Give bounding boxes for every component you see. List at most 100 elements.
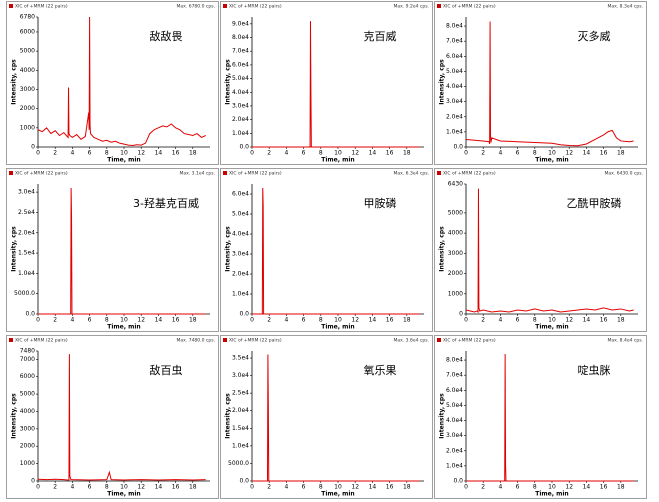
trace-line <box>252 21 420 148</box>
x-tick-label: 4 <box>284 484 288 491</box>
x-tick-label: 0 <box>250 317 254 324</box>
y-tick-label: 0.0 <box>239 311 249 318</box>
y-tick-label: 3000 <box>20 86 35 93</box>
y-tick-label: 2.0e4 <box>18 229 35 236</box>
header-icon <box>223 4 227 8</box>
x-tick-label: 12 <box>351 150 359 157</box>
x-tick-label: 16 <box>386 484 394 491</box>
x-tick-label: 10 <box>334 484 342 491</box>
y-tick-label: 6430 <box>448 181 463 188</box>
x-tick-label: 18 <box>403 484 411 491</box>
x-tick-label: 0 <box>250 484 254 491</box>
y-tick-label: 4.0e4 <box>446 417 463 424</box>
x-tick-label: 4 <box>70 150 74 157</box>
x-tick-label: 8 <box>533 484 537 491</box>
compound-name: 敌敌畏 <box>150 29 183 43</box>
panel-header: XIC of +MRM (22 pairs) <box>443 4 496 10</box>
x-tick-label: 16 <box>386 317 394 324</box>
y-tick-label: 6000 <box>20 373 35 380</box>
x-tick-label: 2 <box>53 484 57 491</box>
x-tick-label: 10 <box>334 150 342 157</box>
y-tick-label: 7.0e4 <box>232 48 249 55</box>
y-tick-label: 4000 <box>20 408 35 415</box>
panel-header: XIC of +MRM (22 pairs) <box>229 338 282 344</box>
trace-line <box>466 354 634 482</box>
x-axis-label: Time, min <box>107 157 140 164</box>
x-tick-label: 8 <box>319 150 323 157</box>
x-tick-label: 10 <box>548 150 556 157</box>
x-tick-label: 14 <box>155 317 163 324</box>
panel-header: XIC of +MRM (22 pairs) <box>15 4 68 10</box>
compound-name: 克百威 <box>364 30 397 43</box>
y-tick-label: 4.0e4 <box>232 231 249 238</box>
panel-frame <box>6 335 219 499</box>
y-tick-label: 0 <box>31 478 35 485</box>
x-tick-label: 14 <box>369 484 377 491</box>
x-tick-label: 12 <box>565 150 573 157</box>
max-label: Max. 3.6e4 cps. <box>394 338 430 344</box>
chart-panel: XIC of +MRM (22 pairs) Max. 8.3e4 cps. 0.0… <box>434 1 647 165</box>
panel-header: XIC of +MRM (22 pairs) <box>229 4 282 10</box>
y-tick-label: 1.5e4 <box>18 250 35 257</box>
max-label: Max. 8.3e4 cps. <box>608 4 644 10</box>
y-tick-label: 3.5e4 <box>232 355 249 362</box>
x-tick-label: 14 <box>155 484 163 491</box>
trace-line <box>37 16 206 146</box>
x-tick-label: 2 <box>267 317 271 324</box>
x-tick-label: 10 <box>120 484 128 491</box>
y-tick-label: 1000 <box>20 460 35 467</box>
chart-panel: XIC of +MRM (22 pairs) Max. 8.4e4 cps. 0.0… <box>434 335 647 499</box>
x-tick-label: 2 <box>267 484 271 491</box>
y-tick-label: 2.0e4 <box>232 116 249 123</box>
y-tick-label: 5000 <box>448 209 463 216</box>
x-tick-label: 6 <box>516 317 520 324</box>
y-axis-label: Intensity, cps <box>439 226 446 272</box>
y-tick-label: 4.0e4 <box>446 83 463 90</box>
y-tick-label: 8.0e4 <box>446 23 463 30</box>
x-axis-label: Time, min <box>535 324 568 331</box>
y-axis-label: Intensity, cps <box>11 226 18 272</box>
chart-panel: XIC of +MRM (22 pairs) Max. 3.6e4 cps. 0.0… <box>220 335 433 499</box>
x-tick-label: 14 <box>583 484 591 491</box>
max-label: Max. 9.2e4 cps. <box>394 4 430 10</box>
y-tick-label: 3000 <box>20 425 35 432</box>
header-icon <box>9 171 13 175</box>
x-tick-label: 8 <box>319 484 323 491</box>
chart-panel: XIC of +MRM (22 pairs) Max. 6780.0 cps. 0 1… <box>6 1 219 165</box>
x-tick-label: 6 <box>88 150 92 157</box>
panel-frame <box>434 335 647 499</box>
chart-panel: XIC of +MRM (22 pairs) Max. 3.1e4 cps. 0.0… <box>6 168 219 332</box>
x-axis-label: Time, min <box>107 324 140 331</box>
x-tick-label: 18 <box>403 317 411 324</box>
x-tick-label: 16 <box>172 150 180 157</box>
y-tick-label: 7480 <box>20 348 35 355</box>
y-tick-label: 0.0 <box>25 311 35 318</box>
x-tick-label: 12 <box>137 150 145 157</box>
y-tick-label: 5.0e4 <box>232 211 249 218</box>
panel-header: XIC of +MRM (22 pairs) <box>15 338 68 344</box>
x-tick-label: 10 <box>120 150 128 157</box>
x-tick-label: 10 <box>120 317 128 324</box>
y-tick-label: 1000 <box>448 290 463 297</box>
y-tick-label: 1.0e4 <box>446 462 463 469</box>
x-tick-label: 16 <box>172 317 180 324</box>
max-label: Max. 7480.0 cps. <box>177 338 215 344</box>
x-tick-label: 0 <box>36 317 40 324</box>
x-tick-label: 18 <box>189 317 197 324</box>
chart-panel: XIC of +MRM (22 pairs) Max. 7480.0 cps. 0 1… <box>6 335 219 499</box>
y-tick-label: 2.0e4 <box>446 447 463 454</box>
y-tick-label: 5000 <box>20 391 35 398</box>
y-tick-label: 0.0 <box>239 478 249 485</box>
compound-name: 啶虫脒 <box>578 363 611 377</box>
panel-frame <box>220 168 433 332</box>
y-tick-label: 1.0e4 <box>232 291 249 298</box>
y-tick-label: 1.0e4 <box>232 130 249 137</box>
y-tick-label: 4000 <box>448 230 463 237</box>
x-tick-label: 4 <box>498 150 502 157</box>
chart-panel: XIC of +MRM (22 pairs) Max. 6430.0 cps. 0 1… <box>434 168 647 332</box>
y-tick-label: 5.0e4 <box>446 68 463 75</box>
x-tick-label: 2 <box>481 484 485 491</box>
y-tick-label: 3.0e4 <box>446 98 463 105</box>
y-axis-label: Intensity, cps <box>439 393 446 439</box>
x-tick-label: 0 <box>250 150 254 157</box>
